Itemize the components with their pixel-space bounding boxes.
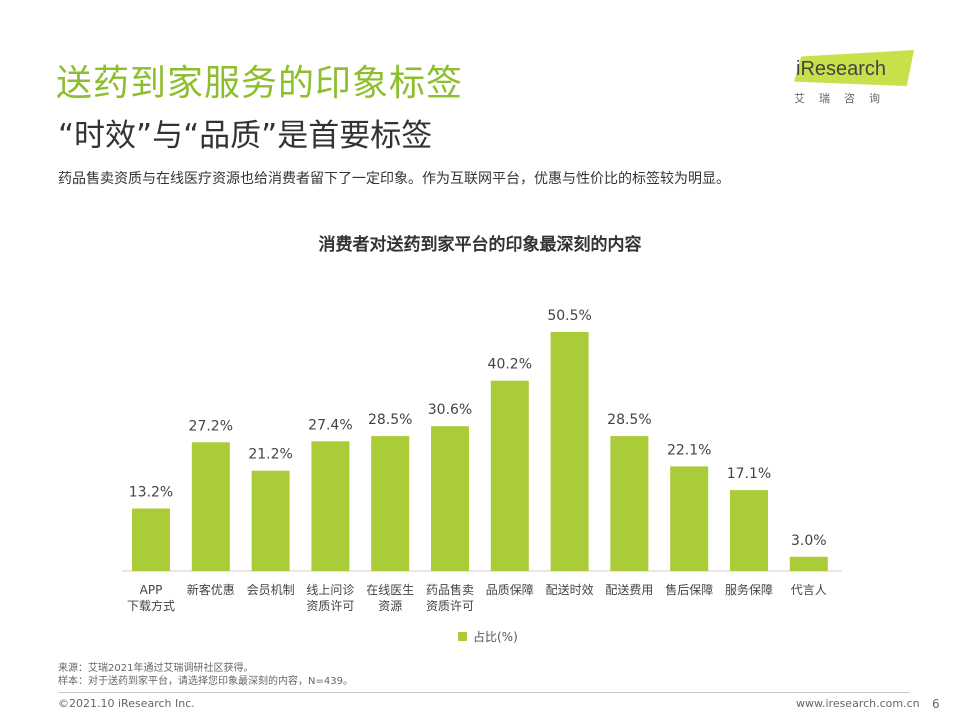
footer-copyright: ©2021.10 iResearch Inc. bbox=[58, 697, 195, 710]
category-label: 新客优惠 bbox=[187, 582, 235, 597]
category-label: 服务保障 bbox=[725, 582, 773, 597]
category-label: 资质许可 bbox=[426, 599, 474, 613]
bar bbox=[251, 470, 290, 571]
page-number: 6 bbox=[932, 697, 940, 711]
logo-subtext: 艾瑞咨询 bbox=[794, 92, 894, 105]
bar-value-label: 3.0% bbox=[791, 533, 827, 549]
bar bbox=[431, 426, 469, 571]
chart-legend: 占比(%) bbox=[458, 628, 518, 645]
bar bbox=[371, 436, 410, 571]
iresearch-logo: iResearch 艾瑞咨询 bbox=[790, 50, 918, 110]
bar bbox=[550, 332, 589, 571]
bar bbox=[610, 436, 649, 571]
bar-value-label: 21.2% bbox=[248, 447, 292, 463]
chart-title: 消费者对送药到家平台的印象最深刻的内容 bbox=[318, 235, 642, 255]
category-label: 资源 bbox=[378, 599, 402, 613]
sample-note: 样本：对于送药到家平台，请选择您印象最深刻的内容，N=439。 bbox=[58, 676, 353, 687]
footer-website[interactable]: www.iresearch.com.cn bbox=[796, 697, 920, 710]
category-label: APP bbox=[140, 583, 163, 597]
logo-brand: iResearch bbox=[796, 58, 887, 80]
category-label: 资质许可 bbox=[306, 599, 354, 613]
bar bbox=[670, 466, 709, 571]
logo-background bbox=[794, 50, 914, 86]
legend-swatch bbox=[458, 632, 467, 641]
bar bbox=[132, 508, 170, 571]
bar-value-label: 28.5% bbox=[607, 412, 651, 428]
bar-value-label: 22.1% bbox=[667, 442, 711, 458]
category-label: 配送时效 bbox=[546, 582, 594, 597]
page-title: 送药到家服务的印象标签 bbox=[56, 63, 464, 104]
category-label: 代言人 bbox=[791, 583, 827, 597]
category-label: 会员机制 bbox=[247, 583, 295, 597]
legend-label: 占比(%) bbox=[473, 630, 518, 644]
category-label: 品质保障 bbox=[486, 582, 534, 597]
category-label: 药品售卖 bbox=[426, 582, 474, 597]
bar-value-label: 28.5% bbox=[368, 412, 412, 428]
bar-value-label: 13.2% bbox=[129, 485, 173, 501]
bar-value-label: 27.2% bbox=[189, 418, 233, 434]
bar bbox=[311, 441, 350, 571]
page-description: 药品售卖资质与在线医疗资源也给消费者留下了一定印象。作为互联网平台，优惠与性价比… bbox=[58, 171, 730, 187]
category-label: 下载方式 bbox=[127, 598, 175, 613]
bar bbox=[191, 442, 230, 571]
category-label: 配送费用 bbox=[605, 582, 653, 597]
bar bbox=[789, 556, 828, 571]
category-label: 在线医生 bbox=[366, 583, 414, 597]
bar bbox=[490, 380, 529, 571]
bar-value-label: 40.2% bbox=[488, 357, 532, 373]
category-label: 售后保障 bbox=[665, 582, 713, 597]
bar bbox=[730, 490, 768, 571]
bar-value-label: 50.5% bbox=[547, 308, 591, 324]
category-label: 线上问诊 bbox=[306, 583, 354, 597]
page-subtitle: “时效”与“品质”是首要标签 bbox=[58, 118, 433, 154]
footer-divider bbox=[58, 692, 910, 693]
bar-value-label: 27.4% bbox=[308, 417, 352, 433]
bar-value-label: 30.6% bbox=[428, 402, 472, 418]
notes: 来源：艾瑞2021年通过艾瑞调研社区获得。 样本：对于送药到家平台，请选择您印象… bbox=[58, 662, 353, 688]
source-note: 来源：艾瑞2021年通过艾瑞调研社区获得。 bbox=[58, 663, 254, 674]
bar-value-label: 17.1% bbox=[727, 466, 771, 482]
